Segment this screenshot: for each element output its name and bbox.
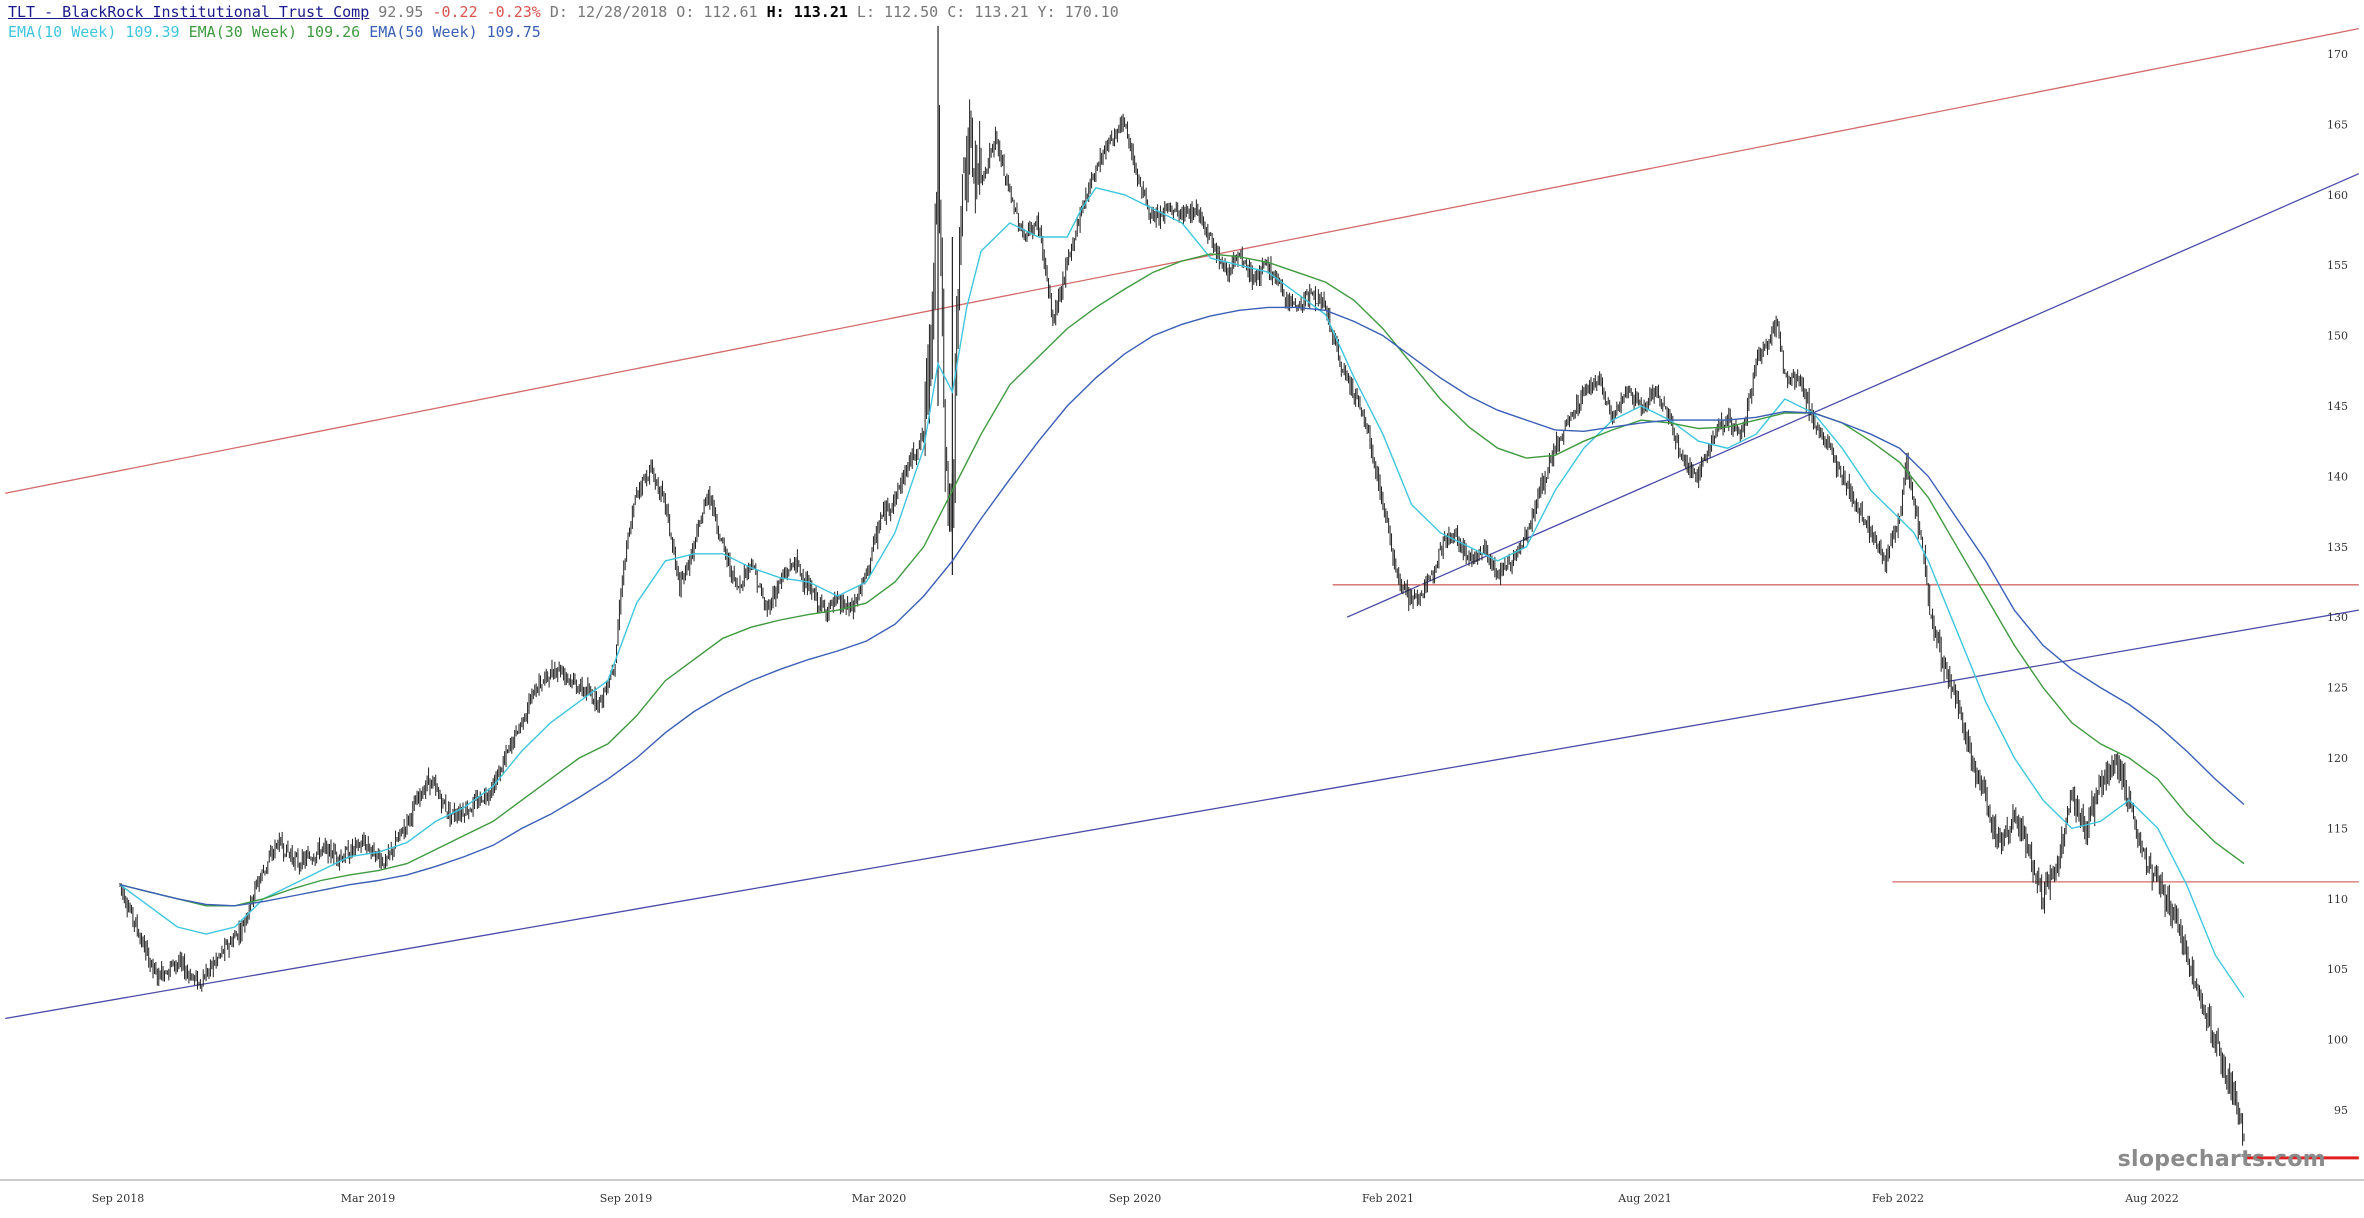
- date-label: D:: [549, 3, 568, 21]
- ema-line-10[interactable]: [119, 187, 2245, 998]
- indicator-legend: EMA(10 Week) 109.39 EMA(30 Week) 109.26 …: [8, 23, 541, 41]
- close-label: C:: [947, 3, 966, 21]
- high-value: 113.21: [793, 3, 848, 21]
- x-tick-label: Aug 2022: [2124, 1192, 2179, 1205]
- x-tick-label: Sep 2020: [1109, 1192, 1162, 1205]
- y-tick-label: 110: [2327, 893, 2348, 906]
- y-axis-ticks: 95 100 105 110 115 120 125 130 135 140 145 150 155 16…: [2327, 48, 2348, 1117]
- open-label: O:: [676, 3, 695, 21]
- x-tick-label: Mar 2020: [852, 1192, 907, 1205]
- ema30-label: EMA(30 Week): [188, 23, 297, 41]
- ticker-info-line: TLT - BlackRock Institutional Trust Comp…: [8, 3, 1119, 21]
- ema50-value: 109.75: [486, 23, 541, 41]
- y-tick-label: 155: [2327, 259, 2348, 272]
- y-tick-label: 145: [2327, 400, 2348, 413]
- y-tick-label: 135: [2327, 541, 2348, 554]
- y-tick-label: 130: [2327, 611, 2348, 624]
- close-value: 113.21: [974, 3, 1029, 21]
- y-tick-label: 170: [2327, 48, 2348, 61]
- y-tick-label: 165: [2327, 118, 2348, 131]
- open-value: 112.61: [703, 3, 758, 21]
- x-tick-label: Aug 2021: [1617, 1192, 1672, 1205]
- y-tick-label: 150: [2327, 330, 2348, 343]
- x-tick-label: Sep 2019: [600, 1192, 653, 1205]
- ema-line-50[interactable]: [119, 306, 2245, 907]
- price-change: -0.22: [432, 3, 478, 21]
- x-axis-ticks: Sep 2018 Mar 2019 Sep 2019 Mar 2020 Sep 2020…: [92, 1192, 2179, 1205]
- trendline[interactable]: [5, 609, 2359, 1020]
- ema-lines: [119, 187, 2245, 998]
- ema-line-30[interactable]: [119, 253, 2245, 907]
- ticker-name[interactable]: TLT - BlackRock Institutional Trust Comp: [8, 3, 370, 21]
- x-tick-label: Feb 2021: [1362, 1192, 1414, 1205]
- y-tick-label: 160: [2327, 189, 2348, 202]
- ema10-legend[interactable]: EMA(10 Week) 109.39: [8, 23, 180, 41]
- ema10-label: EMA(10 Week): [8, 23, 117, 41]
- y-tick-label: 115: [2327, 822, 2348, 835]
- y-tick-label: 120: [2327, 752, 2348, 765]
- ema30-legend[interactable]: EMA(30 Week) 109.26: [189, 23, 361, 41]
- y-label: Y:: [1037, 3, 1056, 21]
- y-tick-label: 125: [2327, 682, 2348, 695]
- y-tick-label: 95: [2334, 1104, 2348, 1117]
- ohlc-bars: [119, 25, 2245, 1146]
- trendlines: [5, 28, 2360, 1160]
- last-price: 92.95: [378, 3, 424, 21]
- watermark-text: slopecharts.com: [2117, 1147, 2326, 1172]
- low-label: L:: [856, 3, 875, 21]
- x-tick-label: Mar 2019: [341, 1192, 396, 1205]
- x-tick-label: Feb 2022: [1872, 1192, 1924, 1205]
- ema50-legend[interactable]: EMA(50 Week) 109.75: [369, 23, 541, 41]
- ema50-label: EMA(50 Week): [369, 23, 478, 41]
- y-tick-label: 100: [2327, 1034, 2348, 1047]
- high-label: H:: [766, 3, 785, 21]
- y-tick-label: 105: [2327, 963, 2348, 976]
- y-tick-label: 140: [2327, 470, 2348, 483]
- ema30-value: 109.26: [306, 23, 361, 41]
- x-tick-label: Sep 2018: [92, 1192, 145, 1205]
- price-change-pct: -0.23%: [486, 3, 541, 21]
- ema10-value: 109.39: [125, 23, 180, 41]
- trendline[interactable]: [1346, 173, 2360, 618]
- y-value: 170.10: [1064, 3, 1119, 21]
- date-value: 12/28/2018: [576, 3, 668, 21]
- low-value: 112.50: [884, 3, 939, 21]
